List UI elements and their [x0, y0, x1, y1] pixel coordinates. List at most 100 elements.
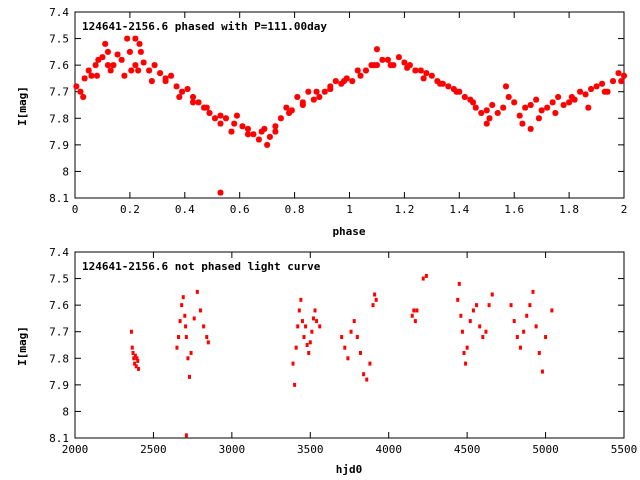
unphased-y-axis-label: I[mag] — [16, 326, 29, 366]
phased-data-point — [272, 128, 279, 135]
unphased-x-tick-label: 2000 — [62, 443, 89, 456]
unphased-data-point — [481, 335, 485, 340]
phased-y-tick-label: 8.1 — [49, 192, 69, 205]
phased-data-point — [80, 94, 87, 101]
unphased-y-tick-label: 7.5 — [49, 273, 69, 286]
unphased-y-tick-label: 8 — [62, 405, 69, 418]
phased-data-point — [217, 112, 224, 119]
unphased-data-point — [362, 372, 366, 377]
phased-data-point — [601, 88, 608, 95]
phased-data-point — [582, 91, 589, 98]
phased-data-point — [239, 123, 246, 130]
phased-x-tick-label: 0.6 — [230, 203, 250, 216]
unphased-data-point — [305, 343, 309, 347]
phased-data-point — [305, 88, 312, 95]
unphased-data-point — [184, 335, 188, 340]
phased-data-point — [494, 109, 501, 116]
unphased-data-point — [457, 281, 461, 286]
phased-data-point — [406, 62, 413, 69]
unphased-data-point — [528, 303, 532, 308]
phased-x-tick-label: 1.4 — [449, 203, 469, 216]
phased-data-point — [373, 46, 380, 53]
phased-data-point — [258, 128, 265, 135]
unphased-data-point — [313, 308, 317, 313]
unphased-data-point — [415, 308, 419, 313]
unphased-x-tick-label: 4000 — [375, 443, 402, 456]
unphased-data-point — [181, 295, 185, 300]
phased-x-tick-label: 2 — [621, 203, 628, 216]
unphased-data-point — [540, 369, 544, 374]
unphased-data-point — [300, 319, 304, 324]
phased-data-point — [362, 67, 369, 74]
phased-data-point — [146, 67, 153, 74]
unphased-data-point — [129, 329, 133, 334]
unphased-data-point — [175, 345, 179, 350]
unphased-data-point — [205, 335, 209, 340]
unphased-data-point — [471, 308, 475, 313]
phased-data-point — [445, 83, 452, 90]
unphased-data-point — [184, 433, 188, 438]
phased-data-point — [168, 72, 175, 79]
phased-data-point — [244, 125, 251, 132]
unphased-data-point — [412, 308, 416, 313]
phased-data-point — [206, 109, 213, 116]
phased-x-tick-label: 0.8 — [285, 203, 305, 216]
unphased-data-point — [343, 345, 347, 350]
phased-data-point — [420, 75, 427, 82]
phased-data-point — [250, 131, 257, 138]
unphased-data-point — [308, 340, 312, 345]
phased-data-point — [423, 70, 430, 77]
unphased-data-point — [355, 335, 359, 340]
phased-data-point — [135, 67, 142, 74]
phased-data-point — [137, 48, 144, 55]
phased-data-point — [354, 67, 361, 74]
unphased-data-point — [484, 329, 488, 334]
phased-x-tick-label: 0.2 — [120, 203, 140, 216]
phased-x-tick-label: 1.8 — [559, 203, 579, 216]
phased-data-point — [93, 72, 100, 79]
phased-data-point — [286, 109, 293, 116]
phased-data-point — [102, 40, 109, 47]
unphased-data-point — [177, 335, 181, 340]
unphased-data-point — [315, 319, 319, 324]
unphased-x-tick-label: 3000 — [219, 443, 246, 456]
phased-data-point — [615, 70, 622, 77]
phased-data-point — [288, 107, 295, 114]
unphased-data-point — [349, 329, 353, 334]
phased-data-point — [577, 88, 584, 95]
phased-data-point — [99, 54, 106, 61]
phased-light-curve-panel: 124641-2156.6 phased with P=111.00day ph… — [16, 6, 627, 238]
unphased-data-point — [346, 356, 350, 361]
phased-data-point — [486, 115, 493, 122]
phased-data-point — [73, 83, 80, 90]
unphased-data-point — [522, 329, 526, 334]
phased-chart-title: 124641-2156.6 phased with P=111.00day — [82, 20, 327, 33]
phased-y-tick-label: 7.6 — [49, 59, 69, 72]
phased-data-point — [544, 104, 551, 111]
phased-data-point — [327, 86, 334, 93]
unphased-data-point — [465, 345, 469, 350]
unphased-data-point — [525, 313, 529, 318]
phased-data-point — [121, 72, 128, 79]
unphased-data-point — [464, 361, 468, 366]
phased-data-point — [599, 80, 606, 87]
unphased-y-tick-label: 7.8 — [49, 352, 69, 365]
phased-data-point — [478, 109, 485, 116]
phased-data-point — [450, 86, 457, 93]
phased-data-point — [118, 56, 125, 63]
phased-data-point — [92, 62, 99, 69]
phased-data-point — [95, 56, 102, 63]
phased-data-point — [516, 112, 523, 119]
unphased-chart-title: 124641-2156.6 not phased light curve — [82, 260, 321, 273]
phased-data-point — [222, 115, 229, 122]
phased-data-point — [453, 88, 460, 95]
unphased-x-axis-label: hjd0 — [336, 463, 363, 476]
unphased-data-point — [468, 319, 472, 324]
phased-data-point — [357, 72, 364, 79]
unphased-data-point — [293, 382, 297, 387]
phased-data-point — [136, 40, 143, 47]
phased-data-point — [244, 131, 251, 138]
phased-data-point — [217, 120, 224, 127]
phased-data-point — [126, 48, 133, 55]
phased-y-axis-label: I[mag] — [16, 86, 29, 126]
